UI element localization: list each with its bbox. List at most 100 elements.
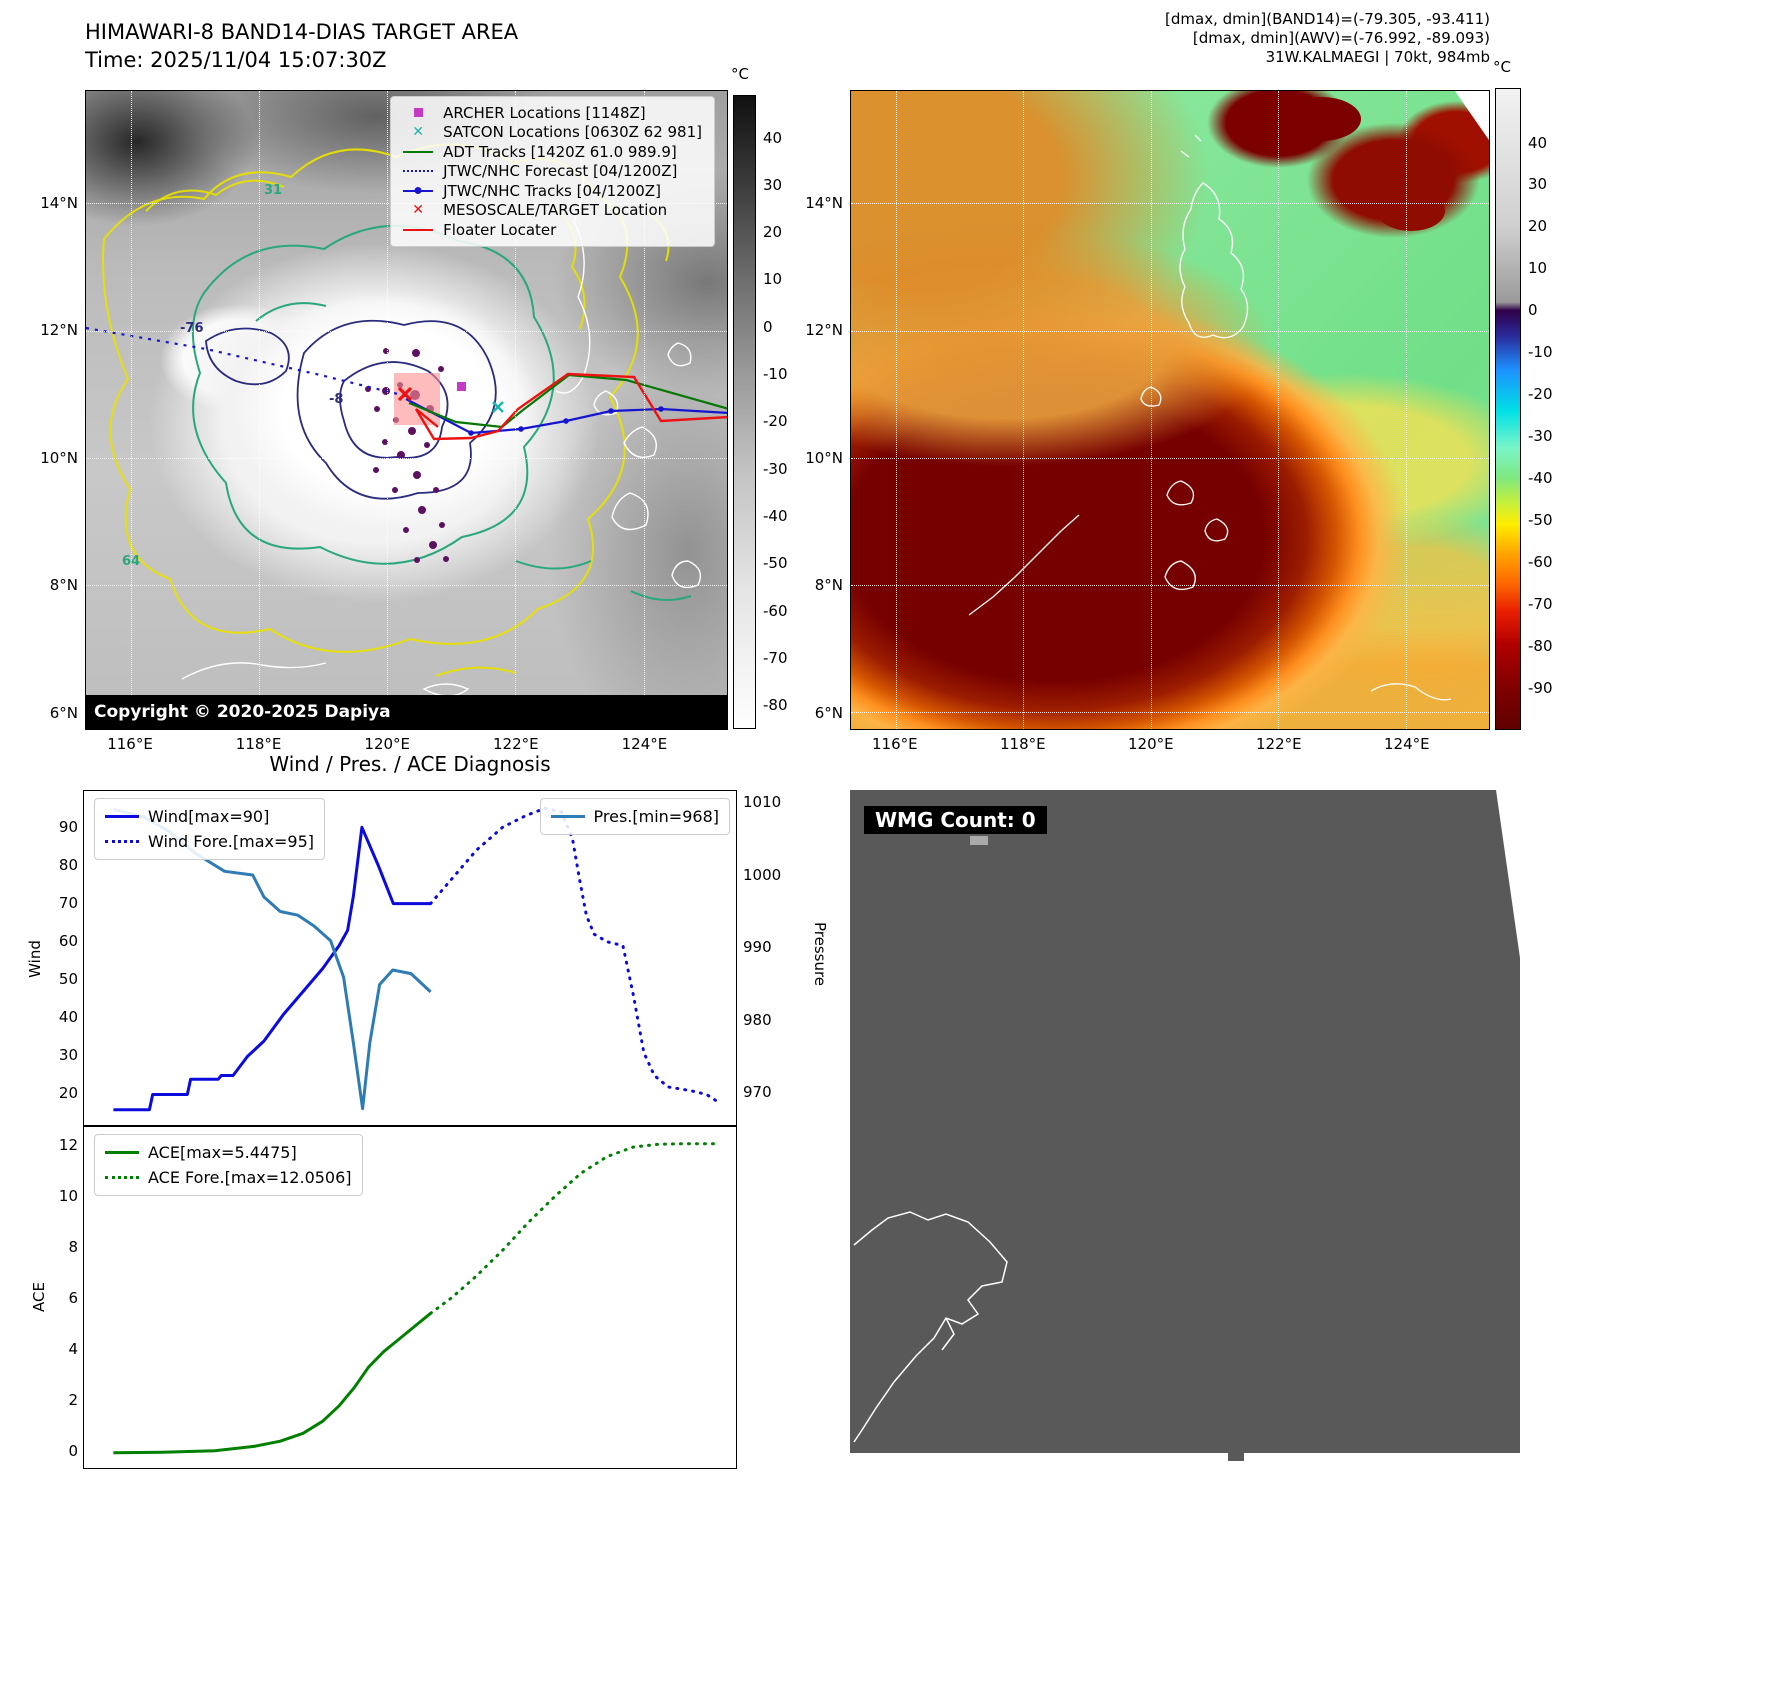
legend-item-label: Wind[max=90] xyxy=(148,807,270,826)
axis-tick-label: 970 xyxy=(743,1083,772,1102)
coastline xyxy=(853,1211,1008,1443)
band14-legend: ARCHER Locations [1148Z] ✕ SATCON Location… xyxy=(390,96,715,247)
dotted-marker-icon xyxy=(399,170,437,173)
legend-item-label: JTWC/NHC Tracks [04/1200Z] xyxy=(443,181,661,200)
archer-marker xyxy=(457,382,466,391)
colorbar-tick-label: -60 xyxy=(763,601,788,620)
colorbar-tick-label: 0 xyxy=(763,317,773,336)
longitude-tick-label: 120°E xyxy=(364,735,411,753)
map-fragment xyxy=(970,836,988,845)
axis-tick-label: 8 xyxy=(68,1238,78,1257)
coastlines xyxy=(968,134,1452,701)
awv-ylabels: 14°N 12°N 10°N 8°N 6°N xyxy=(791,90,843,730)
colorbar-tick-label: -40 xyxy=(1528,469,1553,488)
solid-line-icon xyxy=(105,815,139,818)
axis-tick-label: 980 xyxy=(743,1010,772,1029)
colorbar-tick-label: -10 xyxy=(1528,343,1553,362)
awv-xlabels: 116°E 118°E 120°E 122°E 124°E xyxy=(850,735,1490,759)
colorbar-tick-label: 30 xyxy=(1528,175,1548,194)
line-marker-icon xyxy=(399,150,437,153)
awv-header: [dmax, dmin](BAND14)=(-79.305, -93.411) … xyxy=(870,10,1490,67)
colorbar-tick-label: -50 xyxy=(763,554,788,573)
projection-edge xyxy=(1455,91,1489,141)
axis-tick-label: 12 xyxy=(58,1135,78,1154)
band14-colorbar: °C 40 30 20 10 0 -10 -20 -30 -40 -50 -60 -70 -80 xyxy=(731,65,803,729)
legend-item: ✕ MESOSCALE/TARGET Location xyxy=(399,201,702,221)
axis-tick-label: 60 xyxy=(58,931,78,950)
wmg-count-label: WMG Count: 0 xyxy=(864,806,1047,834)
latitude-tick-label: 8°N xyxy=(814,576,843,595)
longitude-tick-label: 122°E xyxy=(492,735,539,753)
legend-item: ADT Tracks [1420Z 61.0 989.9] xyxy=(399,142,702,162)
wind-axis-ticks: 20 30 40 50 60 70 80 90 xyxy=(32,791,78,1125)
colorbar-tick-label: -60 xyxy=(1528,553,1553,572)
legend-item: ACE[max=5.4475] xyxy=(105,1140,352,1165)
latitude-tick-label: 12°N xyxy=(40,321,78,340)
band14-xlabels: 116°E 118°E 120°E 122°E 124°E xyxy=(85,735,728,759)
colorbar-tick-label: -70 xyxy=(763,649,788,668)
axis-tick-label: 4 xyxy=(68,1340,78,1359)
legend-item-label: ACE[max=5.4475] xyxy=(148,1143,297,1162)
awv-art xyxy=(968,91,1489,701)
latitude-tick-label: 14°N xyxy=(805,193,843,212)
axis-tick-label: 2 xyxy=(68,1391,78,1410)
storm-id-line: 31W.KALMAEGI | 70kt, 984mb xyxy=(1265,48,1490,66)
axis-tick-label: 0 xyxy=(68,1442,78,1461)
awv-map: 116°E 118°E 120°E 122°E 124°E 14°N 12°N 10°N 8°… xyxy=(805,90,1490,753)
contour-value-label: -76 xyxy=(180,321,204,336)
longitude-tick-label: 116°E xyxy=(107,735,153,753)
colorbar-tick-label: 20 xyxy=(763,223,783,242)
awv-imagery xyxy=(850,90,1490,730)
no-data-band: Copyright © 2020-2025 Dapiya xyxy=(86,695,727,729)
legend-item-label: MESOSCALE/TARGET Location xyxy=(443,201,668,220)
jtwc-track xyxy=(405,398,727,435)
longitude-tick-label: 118°E xyxy=(999,735,1046,753)
line-marker-icon xyxy=(399,228,437,231)
band14-map: 31 -76 -8 64 ARCHER Locations [1148Z] ✕ SA… xyxy=(40,90,728,753)
latitude-tick-label: 10°N xyxy=(40,448,78,467)
awv-colorbar-ticks: 40 30 20 10 0 -10 -20 -30 -40 -50 -60 -70 -80 -90 xyxy=(1528,88,1568,730)
dmax-dmin-band14: [dmax, dmin](BAND14)=(-79.305, -93.411) xyxy=(1165,10,1490,28)
latitude-tick-label: 6°N xyxy=(49,703,78,722)
wmg-art xyxy=(853,790,1520,1443)
dotted-line-icon xyxy=(105,1176,139,1179)
map-fragment xyxy=(1228,1452,1244,1461)
copyright-text: Copyright © 2020-2025 Dapiya xyxy=(94,702,391,722)
axis-tick-label: 1010 xyxy=(743,792,782,811)
wind-legend: Wind[max=90] Wind Fore.[max=95] xyxy=(94,798,325,860)
pressure-axis-ticks: 970 980 990 1000 1010 xyxy=(743,791,789,1125)
legend-item-label: JTWC/NHC Forecast [04/1200Z] xyxy=(443,162,678,181)
solid-line-icon xyxy=(105,1151,139,1154)
adt-track xyxy=(408,373,727,429)
legend-item-label: ADT Tracks [1420Z 61.0 989.9] xyxy=(443,142,677,161)
ace-axis-label: ACE xyxy=(29,1282,48,1312)
ace-legend: ACE[max=5.4475] ACE Fore.[max=12.0506] xyxy=(94,1134,363,1196)
colorbar-tick-label: -90 xyxy=(1528,679,1553,697)
dmax-dmin-awv: [dmax, dmin](AWV)=(-76.992, -89.093) xyxy=(1192,29,1490,47)
jtwc-track-points xyxy=(468,406,664,436)
axis-tick-label: 6 xyxy=(68,1289,78,1308)
legend-item-label: ACE Fore.[max=12.0506] xyxy=(148,1168,352,1187)
colorbar-tick-label: -20 xyxy=(1528,385,1553,404)
axis-tick-label: 50 xyxy=(58,969,78,988)
wind-axis-label: Wind xyxy=(25,940,44,978)
band14-colorbar-bar xyxy=(733,95,756,729)
jtwc-forecast-track xyxy=(86,326,407,398)
band14-ylabels: 14°N 12°N 10°N 8°N 6°N xyxy=(26,90,78,730)
contour-value-label: -8 xyxy=(329,392,344,407)
contour-value-label: 64 xyxy=(122,554,141,569)
axis-tick-label: 10 xyxy=(58,1186,78,1205)
axis-tick-label: 1000 xyxy=(743,865,782,884)
satcon-marker xyxy=(492,401,504,413)
legend-item: ARCHER Locations [1148Z] xyxy=(399,103,702,123)
latitude-tick-label: 12°N xyxy=(805,321,843,340)
colorbar-tick-label: 20 xyxy=(1528,217,1548,236)
colorbar-tick-label: -70 xyxy=(1528,595,1553,614)
colorbar-tick-label: 40 xyxy=(763,128,783,147)
awv-colorbar-unit: °C xyxy=(1493,58,1511,76)
awv-colorbar-bar xyxy=(1495,88,1521,730)
square-marker-icon xyxy=(399,108,437,118)
axis-tick-label: 90 xyxy=(58,818,78,837)
pressure-legend: Pres.[min=968] xyxy=(539,798,730,835)
